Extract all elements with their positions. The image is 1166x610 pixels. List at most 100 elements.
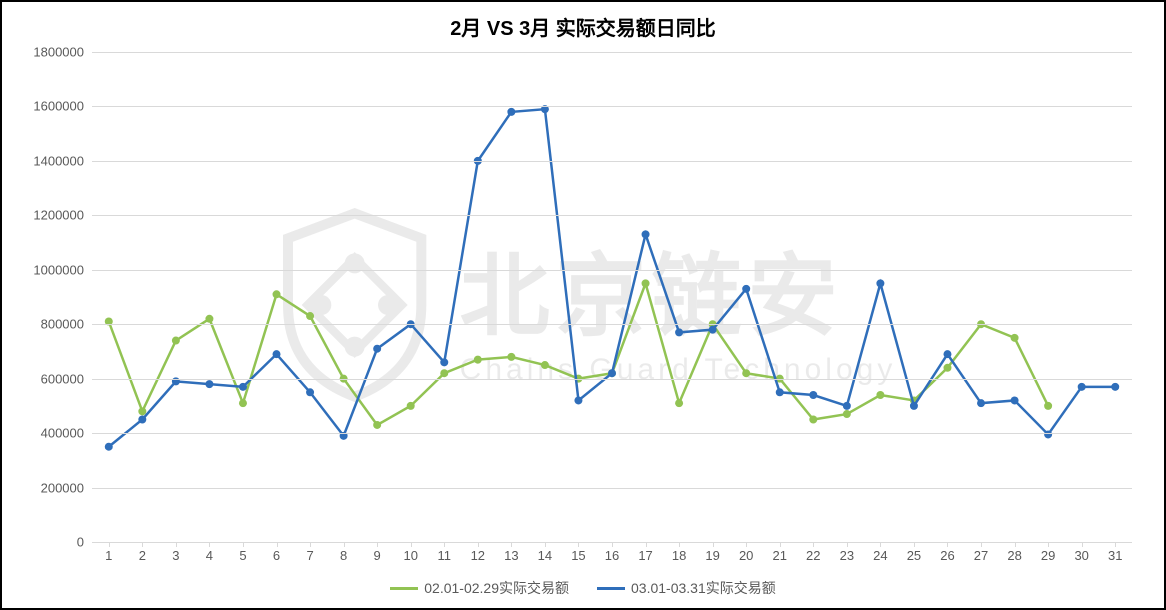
x-tick (1082, 542, 1083, 547)
x-axis-label: 2 (139, 548, 146, 563)
series-marker (809, 391, 817, 399)
series-marker (239, 383, 247, 391)
x-tick (914, 542, 915, 547)
series-marker (440, 358, 448, 366)
gridline (92, 324, 1132, 325)
x-tick (277, 542, 278, 547)
legend: 02.01-02.29实际交易额 03.01-03.31实际交易额 (2, 578, 1164, 598)
x-tick (142, 542, 143, 547)
series-marker (138, 416, 146, 424)
series-marker (172, 337, 180, 345)
gridline (92, 106, 1132, 107)
series-marker (1111, 383, 1119, 391)
y-axis-label: 200000 (41, 480, 84, 495)
series-marker (809, 416, 817, 424)
series-marker (239, 399, 247, 407)
gridline (92, 488, 1132, 489)
y-axis-label: 1800000 (33, 45, 84, 60)
x-axis-label: 3 (172, 548, 179, 563)
legend-label: 03.01-03.31实际交易额 (631, 578, 776, 598)
x-tick (411, 542, 412, 547)
x-axis-label: 12 (471, 548, 485, 563)
x-axis-label: 23 (840, 548, 854, 563)
y-axis-label: 1000000 (33, 262, 84, 277)
series-marker (1011, 334, 1019, 342)
series-marker (541, 361, 549, 369)
series-marker (843, 410, 851, 418)
x-axis-label: 29 (1041, 548, 1055, 563)
x-axis-label: 26 (940, 548, 954, 563)
gridline (92, 52, 1132, 53)
y-axis-label: 1200000 (33, 208, 84, 223)
x-axis-label: 22 (806, 548, 820, 563)
x-tick (545, 542, 546, 547)
x-tick (1015, 542, 1016, 547)
series-marker (373, 345, 381, 353)
chart-container: 2月 VS 3月 实际交易额日同比 北京链安 Chains Guard Tech… (0, 0, 1166, 610)
series-marker (440, 369, 448, 377)
x-tick (780, 542, 781, 547)
x-tick (209, 542, 210, 547)
x-tick (646, 542, 647, 547)
series-marker (105, 443, 113, 451)
series-marker (608, 369, 616, 377)
x-axis-label: 11 (438, 548, 452, 563)
series-marker (474, 356, 482, 364)
series-marker (943, 350, 951, 358)
x-tick (176, 542, 177, 547)
x-axis-label: 13 (504, 548, 518, 563)
series-marker (138, 407, 146, 415)
x-tick (947, 542, 948, 547)
legend-item: 02.01-02.29实际交易额 (390, 578, 569, 598)
gridline (92, 161, 1132, 162)
x-axis-label: 9 (374, 548, 381, 563)
series-marker (205, 380, 213, 388)
x-tick (981, 542, 982, 547)
x-tick (377, 542, 378, 547)
x-tick (310, 542, 311, 547)
x-axis-label: 28 (1007, 548, 1021, 563)
x-tick (578, 542, 579, 547)
series-marker (876, 391, 884, 399)
series-marker (876, 279, 884, 287)
chart-lines-svg (92, 52, 1132, 542)
x-tick (880, 542, 881, 547)
x-axis-label: 4 (206, 548, 213, 563)
series-marker (843, 402, 851, 410)
series-marker (776, 388, 784, 396)
chart-title: 2月 VS 3月 实际交易额日同比 (2, 2, 1164, 41)
x-tick (612, 542, 613, 547)
x-axis-label: 20 (739, 548, 753, 563)
x-axis-label: 15 (571, 548, 585, 563)
series-marker (273, 350, 281, 358)
gridline (92, 433, 1132, 434)
series-marker (742, 285, 750, 293)
series-marker (1011, 396, 1019, 404)
y-axis-label: 800000 (41, 317, 84, 332)
series-marker (1078, 383, 1086, 391)
series-marker (1044, 430, 1052, 438)
series-marker (306, 388, 314, 396)
series-marker (709, 326, 717, 334)
series-marker (910, 402, 918, 410)
legend-item: 03.01-03.31实际交易额 (597, 578, 776, 598)
x-tick (713, 542, 714, 547)
x-tick (746, 542, 747, 547)
x-tick (511, 542, 512, 547)
series-marker (742, 369, 750, 377)
series-marker (943, 364, 951, 372)
x-axis-label: 6 (273, 548, 280, 563)
series-marker (507, 353, 515, 361)
x-tick (1048, 542, 1049, 547)
x-axis-label: 5 (239, 548, 246, 563)
x-axis-label: 21 (773, 548, 787, 563)
x-axis-label: 30 (1074, 548, 1088, 563)
x-tick (478, 542, 479, 547)
series-marker (675, 399, 683, 407)
series-marker (574, 396, 582, 404)
series-marker (407, 402, 415, 410)
series-marker (273, 290, 281, 298)
x-axis-label: 14 (538, 548, 552, 563)
series-marker (373, 421, 381, 429)
x-axis-label: 25 (907, 548, 921, 563)
